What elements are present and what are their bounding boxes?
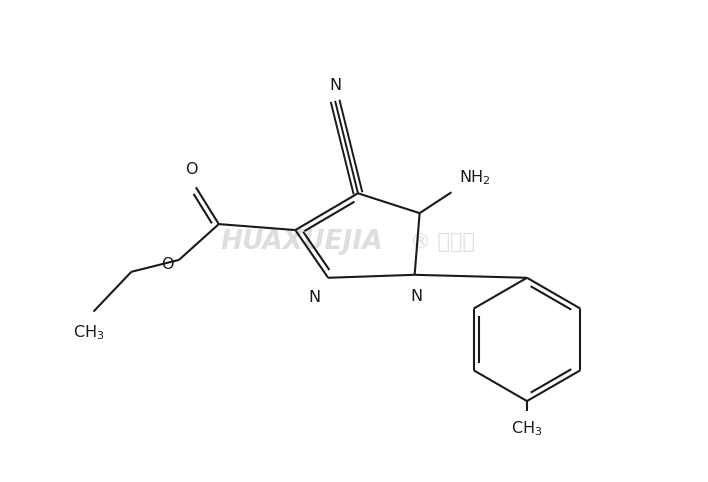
Text: CH$_3$: CH$_3$ [511, 419, 543, 438]
Text: N: N [411, 289, 423, 304]
Text: ® 化学加: ® 化学加 [410, 232, 474, 252]
Text: HUAXUEJIA: HUAXUEJIA [221, 229, 384, 255]
Text: N: N [329, 78, 341, 93]
Text: O: O [185, 162, 198, 177]
Text: NH$_2$: NH$_2$ [459, 169, 491, 187]
Text: O: O [161, 257, 173, 272]
Text: CH$_3$: CH$_3$ [73, 323, 104, 342]
Text: N: N [308, 290, 320, 305]
